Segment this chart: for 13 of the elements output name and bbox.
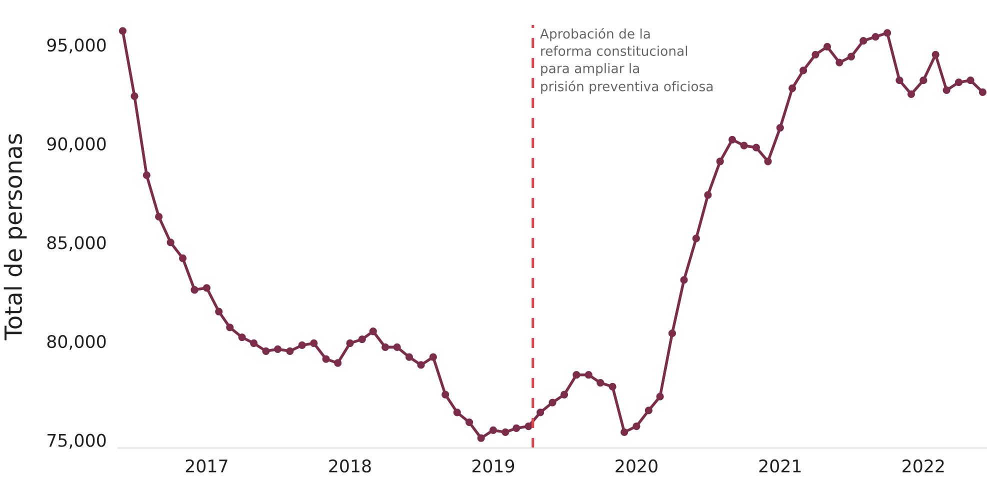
x-tick-label: 2017 [186, 459, 228, 473]
y-tick-label: 95,000 [47, 38, 106, 54]
y-tick-label: 85,000 [47, 236, 106, 252]
x-tick-label: 2022 [902, 459, 944, 473]
y-tick-label: 80,000 [47, 334, 106, 350]
x-tick-label: 2021 [759, 459, 801, 473]
y-tick-label: 90,000 [47, 137, 106, 152]
x-tick-label: 2018 [329, 459, 371, 473]
x-tick-label: 2019 [472, 459, 514, 473]
y-tick-label: 75,000 [48, 434, 106, 449]
x-tick-label: 2020 [616, 459, 658, 473]
y-axis-title: Total de personas [4, 134, 27, 340]
ref-line-label: Aprobación de la reforma constitucional para ampliar la prisión preventiva oficiosa [540, 28, 713, 94]
